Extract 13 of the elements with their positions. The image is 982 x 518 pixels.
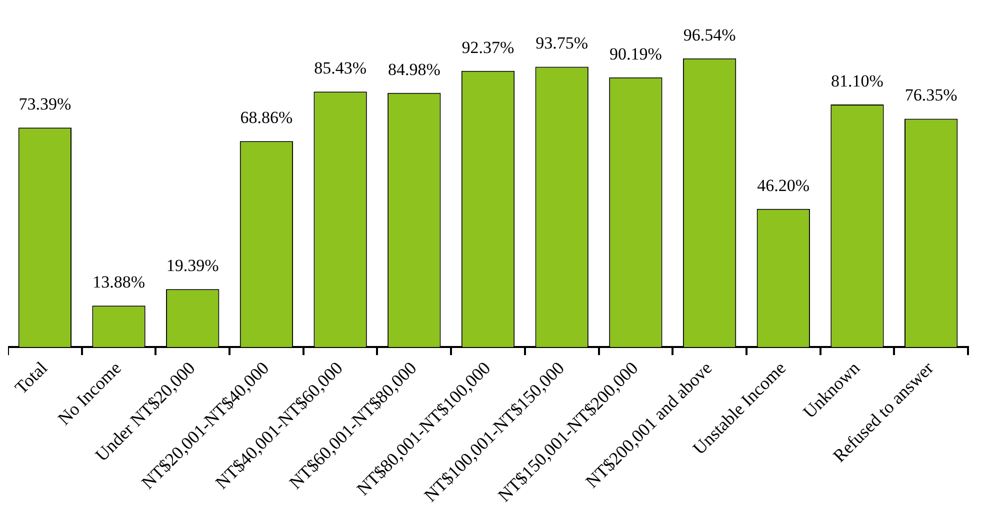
data-label: 84.98%	[388, 60, 440, 79]
data-label: 76.35%	[904, 86, 958, 105]
data-label: 81.10%	[831, 72, 884, 90]
data-label: 96.54%	[683, 25, 736, 44]
data-label: 13.88%	[92, 272, 145, 292]
data-label: 85.43%	[314, 58, 367, 78]
data-label: 19.39%	[166, 256, 219, 276]
data-label: 93.75%	[536, 34, 588, 53]
data-label: 68.86%	[240, 108, 293, 128]
data-label: 46.20%	[757, 176, 810, 195]
data-label: 73.39%	[18, 94, 72, 114]
data-label: 90.19%	[609, 44, 662, 64]
data-label: 92.37%	[462, 38, 514, 57]
